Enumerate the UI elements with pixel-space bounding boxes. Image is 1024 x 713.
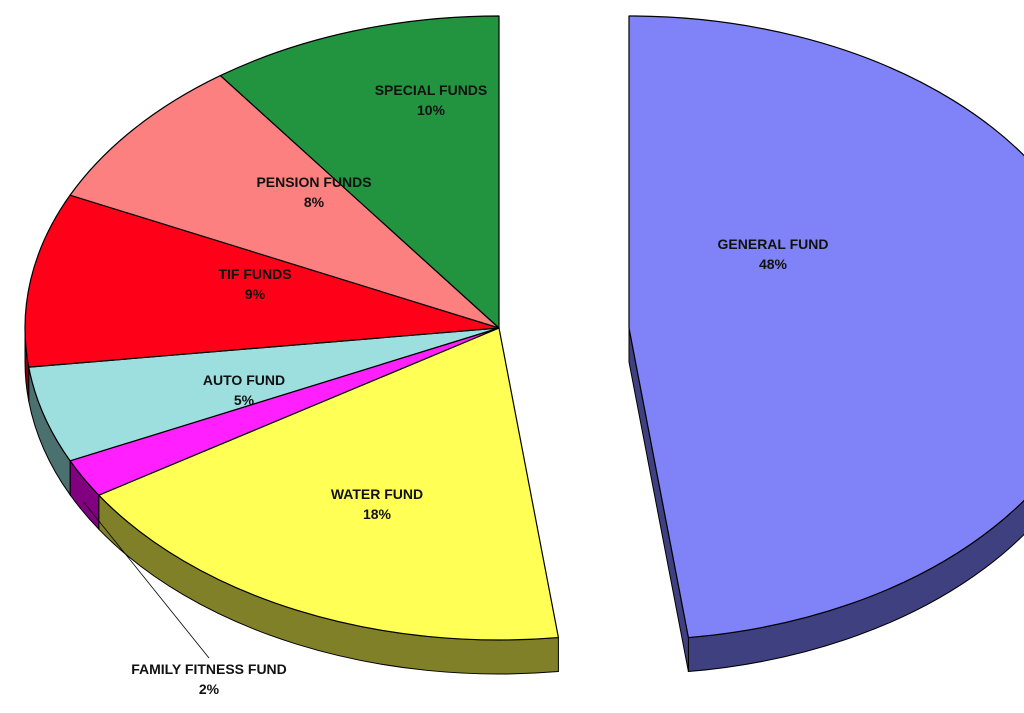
pie-slice-tif-funds: [24, 194, 500, 368]
pie-slice-special-funds: [219, 15, 500, 329]
pie-label-general-fund: GENERAL FUND 48%: [718, 236, 829, 272]
pie-label-name-pension-funds: PENSION FUNDS: [256, 174, 371, 190]
pie-label-name-tif-funds: TIF FUNDS: [218, 266, 291, 282]
pie-label-special-funds: SPECIAL FUNDS 10%: [375, 82, 488, 118]
pie-label-water-fund: WATER FUND 18%: [331, 486, 423, 522]
pie-label-tif-funds: TIF FUNDS 9%: [218, 266, 291, 302]
pie-top-layer: [24, 15, 1024, 641]
pie-leader-line-family-fitness-fund: [83, 501, 210, 659]
pie-label-value-auto-fund: 5%: [234, 392, 255, 408]
pie-label-value-special-funds: 10%: [417, 102, 446, 118]
pie-label-auto-fund: AUTO FUND 5%: [203, 372, 285, 408]
pie-label-name-special-funds: SPECIAL FUNDS: [375, 82, 488, 98]
pie-leader-layer: [83, 501, 210, 659]
pie-label-name-auto-fund: AUTO FUND: [203, 372, 285, 388]
pie-slice-pension-funds: [69, 74, 500, 329]
pie-label-name-water-fund: WATER FUND: [331, 486, 423, 502]
pie-label-value-pension-funds: 8%: [304, 194, 325, 210]
pie-label-name-general-fund: GENERAL FUND: [718, 236, 829, 252]
pie-slice-general-fund: [628, 15, 1024, 639]
pie-label-value-water-fund: 18%: [363, 506, 392, 522]
pie-label-value-tif-funds: 9%: [245, 286, 266, 302]
pie-slice-water-fund: [98, 327, 560, 641]
pie-label-pension-funds: PENSION FUNDS 8%: [256, 174, 371, 210]
pie-slice-auto-fund: [28, 327, 500, 462]
pie-label-layer: GENERAL FUND 48% WATER FUND 18% FAMILY FITNE…: [131, 82, 828, 697]
pie-label-name-family-fitness-fund: FAMILY FITNESS FUND: [131, 661, 287, 677]
pie-label-value-family-fitness-fund: 2%: [199, 681, 220, 697]
pie-label-value-general-fund: 48%: [759, 256, 788, 272]
pie-label-family-fitness-fund: FAMILY FITNESS FUND 2%: [131, 661, 287, 697]
